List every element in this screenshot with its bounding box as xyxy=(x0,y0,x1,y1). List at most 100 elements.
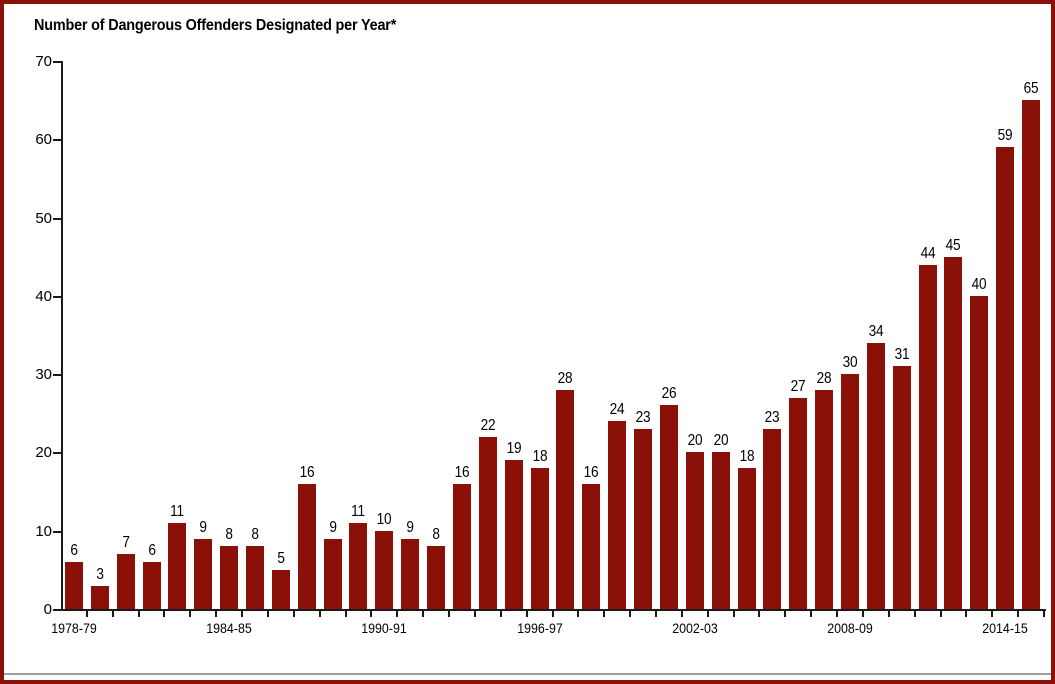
bar xyxy=(142,562,161,609)
bar-value-label: 19 xyxy=(506,440,522,458)
y-tick-label: 40 xyxy=(35,287,52,305)
x-tick xyxy=(85,611,88,617)
bar-value-label: 26 xyxy=(661,385,677,403)
y-tick xyxy=(53,61,61,63)
x-tick xyxy=(525,611,528,617)
bar-value-label: 5 xyxy=(277,549,285,567)
x-tick xyxy=(396,611,399,617)
x-tick-label: 1984-85 xyxy=(206,621,252,636)
y-tick-label: 70 xyxy=(35,53,52,70)
bar xyxy=(297,483,316,609)
x-tick xyxy=(784,611,787,617)
bar xyxy=(685,452,704,609)
y-tick-label: 50 xyxy=(35,209,52,227)
x-tick xyxy=(939,611,942,617)
x-tick-label: 2014-15 xyxy=(982,621,1028,636)
bar xyxy=(763,428,782,609)
bar-value-label: 9 xyxy=(406,518,415,536)
x-tick xyxy=(629,611,632,617)
bar xyxy=(427,546,446,609)
y-tick-label: 0 xyxy=(43,601,52,618)
x-tick xyxy=(344,611,347,617)
bar xyxy=(789,397,808,609)
x-tick xyxy=(266,611,269,617)
bar-value-label: 9 xyxy=(328,518,337,536)
y-tick-label: 20 xyxy=(35,444,52,462)
bar-value-label: 11 xyxy=(170,502,185,520)
bar-value-label: 7 xyxy=(121,534,130,552)
bar xyxy=(659,405,678,609)
x-tick xyxy=(370,611,373,617)
y-axis-line xyxy=(61,61,63,611)
bar-value-label: 27 xyxy=(790,377,806,395)
bar xyxy=(970,295,989,609)
bar xyxy=(375,530,394,609)
x-tick xyxy=(241,611,244,617)
bar-value-label: 16 xyxy=(583,463,599,481)
bar-value-label: 20 xyxy=(713,432,728,450)
x-tick xyxy=(706,611,709,617)
x-tick-label: 2002-03 xyxy=(671,621,718,636)
bar xyxy=(90,585,109,609)
x-tick xyxy=(137,611,140,617)
x-tick xyxy=(758,611,761,617)
bar-value-label: 9 xyxy=(199,518,208,536)
bar xyxy=(866,342,885,609)
x-tick xyxy=(189,611,192,617)
bar xyxy=(918,264,937,609)
bar xyxy=(1022,100,1041,609)
x-tick xyxy=(680,611,683,617)
bar xyxy=(194,538,213,609)
y-tick xyxy=(53,452,61,455)
bar-value-label: 8 xyxy=(432,526,440,544)
bar-value-label: 18 xyxy=(739,448,754,466)
bar xyxy=(116,554,135,609)
bar xyxy=(452,483,471,609)
bar-value-label: 30 xyxy=(842,354,858,372)
x-tick xyxy=(1017,611,1020,617)
x-tick xyxy=(732,611,735,617)
x-tick xyxy=(1043,611,1045,617)
bar xyxy=(892,366,911,609)
bar-value-label: 65 xyxy=(1023,80,1039,98)
bar xyxy=(711,452,730,609)
chart-title: Number of Dangerous Offenders Designated… xyxy=(34,17,397,34)
bar xyxy=(944,256,963,609)
bar xyxy=(608,421,627,609)
bar-value-label: 24 xyxy=(609,401,625,419)
x-tick xyxy=(448,611,451,617)
bar-value-label: 3 xyxy=(96,565,104,583)
y-tick xyxy=(53,295,61,298)
bar-value-label: 6 xyxy=(147,542,156,560)
x-tick xyxy=(913,611,916,617)
bar xyxy=(478,436,497,609)
x-tick xyxy=(577,611,580,617)
x-tick xyxy=(603,611,606,617)
bar-value-label: 23 xyxy=(765,408,780,426)
x-tick xyxy=(163,611,166,617)
bar xyxy=(504,460,523,609)
x-tick-label: 1996-97 xyxy=(516,621,563,636)
y-tick xyxy=(53,609,61,611)
y-tick xyxy=(53,530,61,533)
x-tick xyxy=(318,611,321,617)
x-tick xyxy=(887,611,890,617)
bar-value-label: 20 xyxy=(687,432,703,450)
x-tick-label: 1990-91 xyxy=(361,621,408,636)
bar xyxy=(582,483,601,609)
x-tick xyxy=(292,611,295,617)
bar xyxy=(530,468,549,609)
bar-value-label: 18 xyxy=(532,448,547,466)
x-tick-label: 1978-79 xyxy=(51,621,97,636)
bar xyxy=(996,147,1015,609)
x-tick-label: 2008-09 xyxy=(827,621,873,636)
bar xyxy=(271,569,290,609)
bar xyxy=(323,538,342,609)
y-tick xyxy=(53,217,61,220)
bar xyxy=(220,546,239,609)
bar xyxy=(168,522,187,609)
bar-value-label: 11 xyxy=(351,502,366,520)
x-tick xyxy=(499,611,502,617)
y-tick-label: 30 xyxy=(35,366,52,384)
x-tick xyxy=(473,611,476,617)
